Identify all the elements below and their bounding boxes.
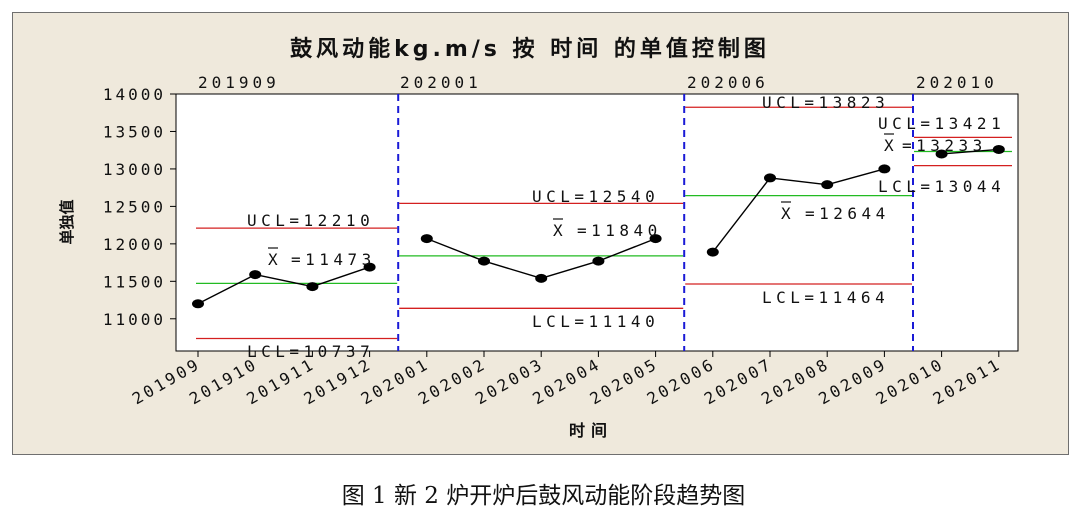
series-segment — [598, 237, 656, 262]
series-segment — [255, 273, 313, 288]
data-point — [764, 173, 776, 183]
data-point — [935, 149, 948, 159]
series-segment — [769, 177, 828, 186]
data-point — [478, 256, 490, 266]
y-axis-title: 单独值 — [58, 199, 76, 244]
data-point — [878, 164, 891, 174]
y-tick-label: 11000 — [103, 310, 166, 329]
data-point — [535, 273, 548, 283]
phase-label: 202010 — [916, 73, 998, 92]
ucl-label: UCL=13823 — [762, 93, 889, 112]
y-tick-label: 14000 — [103, 85, 166, 104]
y-tick-label: 13500 — [103, 122, 166, 141]
ucl-label: UCL=12210 — [247, 211, 374, 230]
mean-symbol: X — [268, 250, 282, 269]
ucl-label: UCL=12540 — [532, 187, 659, 206]
series-segment — [827, 168, 885, 186]
phase-label: 202006 — [687, 73, 769, 92]
series-segment — [426, 237, 485, 262]
series-segment — [312, 266, 370, 288]
data-point — [192, 299, 204, 309]
y-tick-label: 12500 — [103, 197, 166, 216]
data-point — [592, 256, 605, 266]
data-point — [821, 180, 834, 190]
y-tick-label: 11500 — [103, 272, 166, 291]
data-point — [706, 247, 719, 257]
series-segment — [483, 260, 542, 279]
chart-title: 鼓风动能kg.m/s 按 时间 的单值控制图 — [290, 36, 770, 62]
lcl-label: LCL=13044 — [878, 177, 1005, 196]
series-segment — [540, 260, 599, 279]
phase-label: 201909 — [198, 73, 280, 92]
series-segment — [712, 177, 771, 253]
ucl-label: UCL=13421 — [878, 114, 1005, 133]
lcl-label: LCL=10737 — [247, 342, 374, 361]
data-point — [420, 234, 433, 244]
mean-label: =11473 — [291, 250, 376, 269]
data-point — [363, 262, 376, 272]
mean-label: =11840 — [577, 221, 662, 240]
mean-symbol: X — [781, 204, 795, 223]
x-axis-title: 时间 — [569, 421, 613, 440]
lcl-label: LCL=11140 — [532, 312, 659, 331]
mean-symbol: X — [884, 136, 898, 155]
data-point — [306, 282, 319, 292]
y-tick-label: 13000 — [103, 160, 166, 179]
series-segment — [941, 148, 999, 155]
control-chart: 11000 11500 12000 12500 13000 13500 14000 20190… — [58, 36, 1019, 440]
figure-caption: 图 1 新 2 炉开炉后鼓风动能阶段趋势图 — [341, 483, 746, 509]
data-point — [249, 270, 262, 280]
data-point — [649, 234, 662, 244]
mean-label: =13233 — [902, 136, 987, 155]
y-tick-label: 12000 — [103, 235, 166, 254]
series-segment — [197, 273, 256, 305]
data-point — [992, 144, 1005, 154]
mean-label: =12644 — [805, 204, 890, 223]
phase-label: 202001 — [400, 73, 482, 92]
mean-symbol: X — [553, 221, 567, 240]
lcl-label: LCL=11464 — [762, 288, 889, 307]
